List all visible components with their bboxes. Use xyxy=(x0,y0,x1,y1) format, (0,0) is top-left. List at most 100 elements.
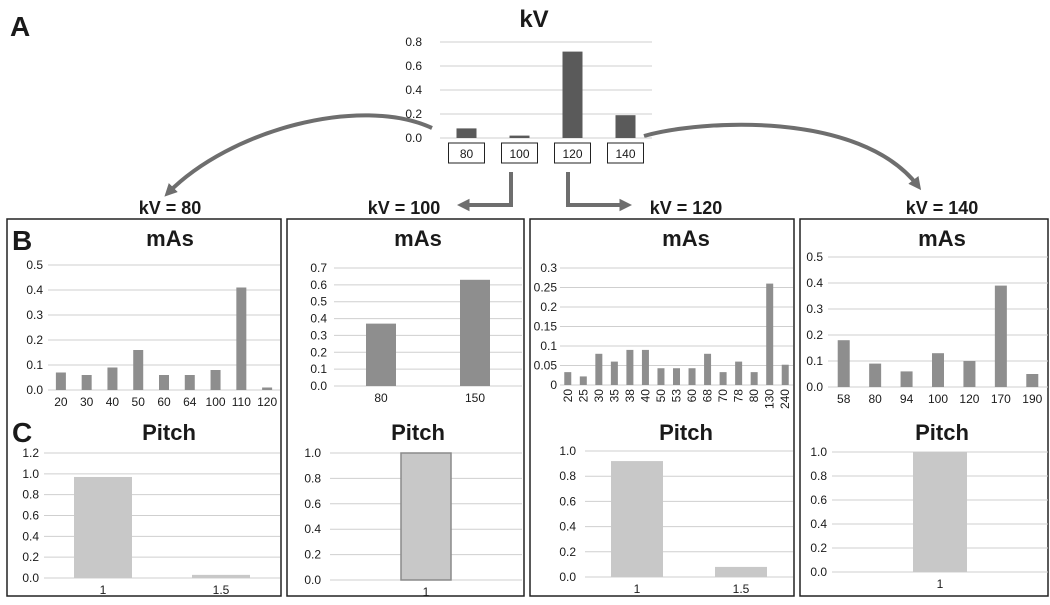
y-tick-kv-2: 0.4 xyxy=(405,83,422,97)
bar-kv-100 xyxy=(509,135,530,138)
x-tick-mas80-3: 50 xyxy=(132,395,146,409)
chart-mas120: mAs 0 0.05 0.1 0.15 0.2 0.25 0.3 20 25 30 35 38 40 50 5… xyxy=(534,226,793,409)
chart-pitch140: Pitch 0.0 0.2 0.4 0.6 0.8 1.0 1 xyxy=(810,420,1048,591)
bar-mas80-20 xyxy=(55,372,66,390)
arrow-to-kv100 xyxy=(456,172,513,212)
chart-kv: kV 0.0 0.2 0.4 0.6 0.8 80 100 120 140 xyxy=(405,6,652,164)
chart-title-mas120: mAs xyxy=(662,226,710,251)
chart-title-mas80: mAs xyxy=(146,226,194,251)
y-tick-pitch100-4: 0.8 xyxy=(304,471,321,485)
y-tick-mas120-5: 0.25 xyxy=(534,281,558,295)
y-tick-mas100-7: 0.7 xyxy=(310,261,327,275)
x-tick-mas80-0: 20 xyxy=(54,395,68,409)
y-tick-pitch120-1: 0.2 xyxy=(559,545,576,559)
x-tick-mas120-1: 25 xyxy=(576,389,590,403)
category-box-kv-140 xyxy=(607,142,644,164)
x-tick-pitch80-1: 1.5 xyxy=(213,583,230,597)
group-label-kv80: kV = 80 xyxy=(139,198,202,218)
x-tick-mas120-9: 68 xyxy=(701,389,715,403)
bar-mas120-38 xyxy=(626,349,634,385)
x-tick-mas120-2: 30 xyxy=(592,389,606,403)
bar-mas80-120 xyxy=(262,387,273,390)
x-tick-kv-1: 100 xyxy=(509,147,529,161)
x-tick-mas140-3: 100 xyxy=(928,392,948,406)
x-tick-kv-0: 80 xyxy=(460,147,474,161)
chart-mas140: mAs 0.0 0.1 0.2 0.3 0.4 0.5 58 80 94 100 120 170 190 xyxy=(806,226,1048,406)
bar-mas80-50 xyxy=(133,350,144,390)
bar-mas100-150 xyxy=(460,279,490,386)
y-tick-mas100-3: 0.3 xyxy=(310,328,327,342)
y-tick-pitch120-3: 0.6 xyxy=(559,494,576,508)
y-tick-mas140-0: 0.0 xyxy=(806,380,823,394)
x-tick-mas120-0: 20 xyxy=(561,389,575,403)
group-frame-kv100 xyxy=(286,218,525,597)
chart-pitch120: Pitch 0.0 0.2 0.4 0.6 0.8 1.0 1 1.5 xyxy=(559,420,793,596)
bar-mas140-58 xyxy=(837,340,850,387)
bar-mas120-53 xyxy=(673,368,680,385)
group-label-kv100: kV = 100 xyxy=(368,198,441,218)
y-tick-pitch100-0: 0.0 xyxy=(304,573,321,587)
bar-pitch120-1 xyxy=(611,461,663,577)
bar-mas140-80 xyxy=(869,363,882,387)
y-tick-mas140-5: 0.5 xyxy=(806,250,823,264)
y-tick-pitch80-5: 1.0 xyxy=(22,467,39,481)
bar-mas80-60 xyxy=(159,375,169,390)
y-tick-pitch80-6: 1.2 xyxy=(22,446,39,460)
x-tick-mas140-6: 190 xyxy=(1022,392,1042,406)
bar-mas120-40 xyxy=(641,349,649,385)
y-tick-pitch80-4: 0.8 xyxy=(22,488,39,502)
y-tick-mas80-0: 0.0 xyxy=(26,383,43,397)
bar-mas120-20 xyxy=(564,372,572,385)
x-tick-mas80-7: 110 xyxy=(232,395,251,409)
y-tick-mas140-4: 0.4 xyxy=(806,276,823,290)
group-frame-kv140 xyxy=(799,218,1049,597)
bar-mas120-25 xyxy=(579,376,587,385)
bar-kv-140 xyxy=(615,115,636,138)
x-tick-mas120-4: 38 xyxy=(623,389,637,403)
chart-title-pitch80: Pitch xyxy=(142,420,196,445)
y-tick-pitch140-5: 1.0 xyxy=(810,445,827,459)
x-tick-mas140-5: 170 xyxy=(991,392,1011,406)
y-tick-pitch120-0: 0.0 xyxy=(559,570,576,584)
charts-layer: kV0.00.20.40.60.880 100 120 140mAs0.00.10.2… xyxy=(22,6,1048,599)
arrow-to-kv140 xyxy=(643,122,922,191)
chart-title-pitch100: Pitch xyxy=(391,420,445,445)
x-tick-mas120-6: 50 xyxy=(654,389,668,403)
bar-mas80-30 xyxy=(81,375,92,390)
y-tick-mas100-6: 0.6 xyxy=(310,278,327,292)
y-tick-mas120-4: 0.2 xyxy=(540,300,557,314)
bar-mas80-110 xyxy=(236,287,247,390)
chart-pitch100: Pitch 0.0 0.2 0.4 0.6 0.8 1.0 1 xyxy=(304,420,522,599)
y-tick-mas80-3: 0.3 xyxy=(26,308,43,322)
bar-pitch120-1.5 xyxy=(715,566,767,577)
y-tick-mas120-6: 0.3 xyxy=(540,261,557,275)
x-tick-mas100-0: 80 xyxy=(374,391,388,405)
x-tick-pitch80-0: 1 xyxy=(100,583,107,597)
category-box-kv-120 xyxy=(554,142,591,164)
y-tick-pitch80-1: 0.2 xyxy=(22,550,39,564)
chart-title-mas140: mAs xyxy=(918,226,966,251)
chart-title-pitch120: Pitch xyxy=(659,420,713,445)
x-tick-kv-3: 140 xyxy=(615,147,635,161)
bar-mas120-78 xyxy=(735,361,743,385)
x-tick-mas120-13: 130 xyxy=(763,389,777,409)
bar-pitch100-1 xyxy=(400,452,452,581)
bar-mas80-40 xyxy=(107,367,118,390)
y-tick-mas80-5: 0.5 xyxy=(26,258,43,272)
group-frame-kv80 xyxy=(6,218,282,597)
bar-mas120-35 xyxy=(610,361,618,385)
y-tick-mas120-3: 0.15 xyxy=(534,320,558,334)
arrow-to-kv120 xyxy=(566,172,633,212)
bar-kv-80 xyxy=(456,128,477,138)
y-tick-pitch80-3: 0.6 xyxy=(22,509,39,523)
y-tick-pitch140-1: 0.2 xyxy=(810,541,827,555)
y-tick-pitch140-3: 0.6 xyxy=(810,493,827,507)
y-tick-mas100-0: 0.0 xyxy=(310,379,327,393)
chart-mas100: mAs 0.0 0.1 0.2 0.3 0.4 0.5 0.6 0.7 80 150 xyxy=(310,226,522,405)
x-tick-mas120-11: 78 xyxy=(732,389,746,403)
bar-mas120-80 xyxy=(750,372,758,385)
x-tick-pitch100-0: 1 xyxy=(423,585,430,599)
y-tick-mas140-2: 0.2 xyxy=(806,328,823,342)
